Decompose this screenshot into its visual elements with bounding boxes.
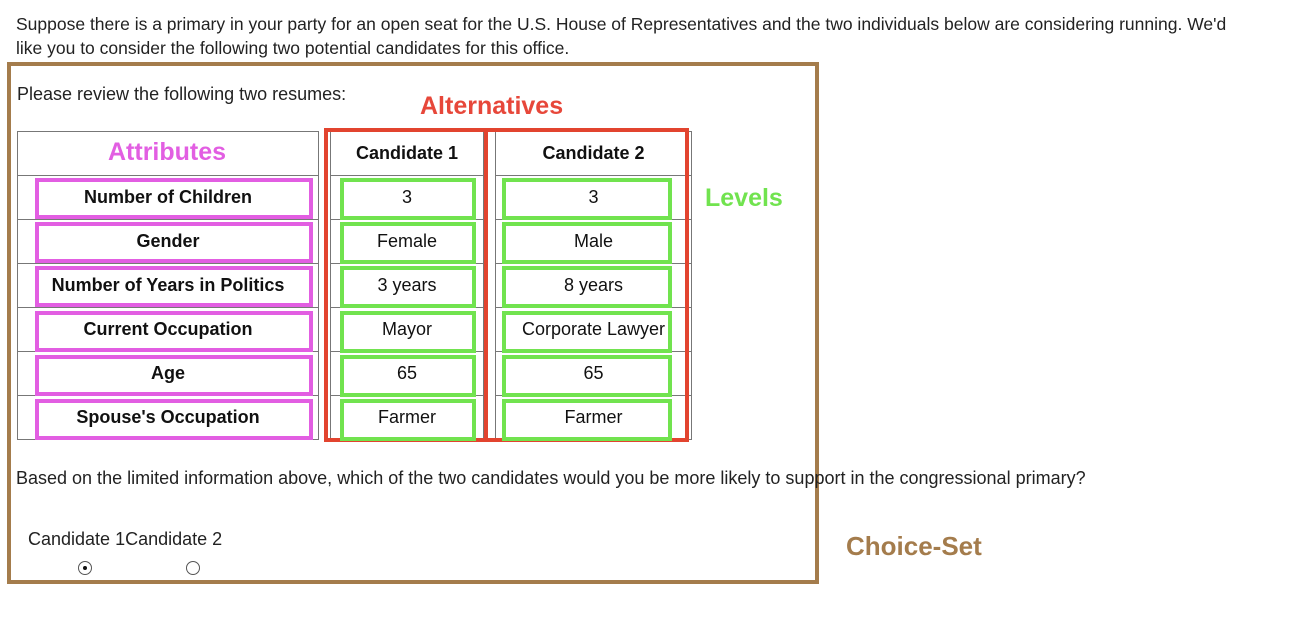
level-highlight: [340, 311, 476, 353]
attribute-highlight: [35, 355, 313, 396]
table-row: Number of Years in Politics 3 years 8 ye…: [17, 263, 692, 308]
candidate-1-value: 3: [330, 175, 484, 220]
level-highlight: [340, 222, 476, 264]
attribute-highlight: [35, 399, 313, 440]
level-highlight: [340, 355, 476, 397]
level-highlight: [340, 399, 476, 441]
level-highlight: [340, 266, 476, 308]
attribute-label: Number of Years in Politics: [17, 263, 319, 308]
attribute-highlight: [35, 266, 313, 307]
alternatives-annotation: Alternatives: [420, 92, 564, 120]
choice-set-outline: [7, 62, 819, 584]
candidate-1-radio[interactable]: [78, 561, 92, 575]
candidate-2-value: 8 years: [495, 263, 692, 308]
candidate-1-header: Candidate 1: [330, 131, 484, 176]
attribute-highlight: [35, 222, 313, 263]
table-header-row: Candidate 1 Candidate 2: [17, 131, 692, 176]
level-highlight: [502, 311, 672, 353]
attributes-annotation: Attributes: [108, 138, 227, 166]
table-row: Number of Children 3 3: [17, 175, 692, 220]
attribute-highlight: [35, 311, 313, 352]
attribute-highlight: [35, 178, 313, 219]
levels-annotation: Levels: [705, 184, 783, 212]
level-highlight: [340, 178, 476, 220]
candidate-2-radio[interactable]: [186, 561, 200, 575]
question-text: Based on the limited information above, …: [16, 468, 1086, 488]
attribute-label: Gender: [17, 219, 319, 264]
option-label-candidate-1: Candidate 1: [28, 529, 126, 549]
level-highlight: [502, 178, 672, 220]
candidate-2-value: 3: [495, 175, 692, 220]
candidate-1-value: Female: [330, 219, 484, 264]
table-row: Gender Female Male: [17, 219, 692, 264]
level-highlight: [502, 222, 672, 264]
candidate-1-value: 3 years: [330, 263, 484, 308]
radio-selected-dot: [82, 565, 87, 570]
intro-text: Suppose there is a primary in your party…: [16, 14, 1227, 58]
review-label: Please review the following two resumes:: [17, 84, 347, 104]
level-highlight: [502, 355, 672, 397]
level-highlight: [502, 399, 672, 441]
level-highlight: [502, 266, 672, 308]
candidate-2-header: Candidate 2: [495, 131, 692, 176]
option-labels: Candidate 1Candidate 2: [28, 529, 222, 550]
option-label-candidate-2: Candidate 2: [125, 529, 223, 549]
choice-set-annotation: Choice-Set: [846, 531, 982, 561]
